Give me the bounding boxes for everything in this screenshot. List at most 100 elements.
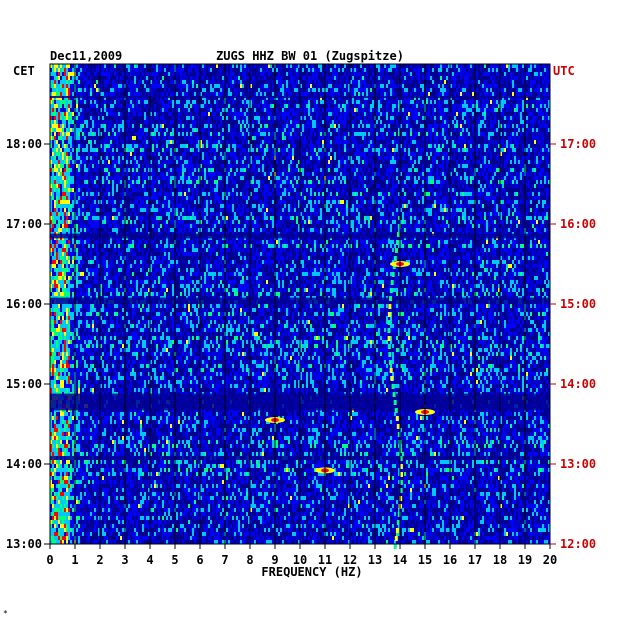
heatmap-cell [338, 108, 340, 112]
heatmap-cell [446, 124, 448, 128]
heatmap-cell [458, 80, 460, 84]
heatmap-cell [302, 140, 304, 144]
heatmap-cell [222, 68, 224, 72]
heatmap-cell [234, 112, 236, 116]
heatmap-cell [292, 148, 294, 152]
heatmap-cell [314, 92, 316, 96]
heatmap-cell [58, 124, 60, 128]
heatmap-cell [354, 92, 356, 96]
heatmap-cell [162, 140, 164, 144]
heatmap-cell [480, 72, 482, 76]
heatmap-cell [236, 160, 238, 164]
heatmap-cell [544, 132, 546, 136]
heatmap-cell [288, 160, 290, 164]
heatmap-cell [284, 72, 286, 76]
heatmap-cell [366, 72, 368, 76]
heatmap-cell [466, 164, 468, 168]
heatmap-cell [86, 88, 88, 92]
heatmap-cell [326, 148, 328, 152]
heatmap-cell [256, 64, 258, 68]
heatmap-cell [338, 128, 340, 132]
heatmap-cell [262, 164, 264, 168]
heatmap-cell [456, 132, 458, 136]
heatmap-cell [482, 84, 484, 88]
heatmap-cell [540, 160, 542, 164]
heatmap-cell [318, 136, 320, 140]
heatmap-cell [514, 84, 516, 88]
heatmap-cell [138, 136, 140, 140]
heatmap-cell [202, 108, 204, 112]
heatmap-cell [502, 88, 504, 92]
heatmap-cell [402, 140, 404, 144]
heatmap-cell [184, 140, 186, 144]
heatmap-cell [516, 152, 518, 156]
heatmap-cell [404, 84, 406, 88]
heatmap-cell [258, 120, 260, 124]
heatmap-cell [204, 88, 206, 92]
heatmap-cell [280, 152, 282, 156]
heatmap-cell [216, 68, 218, 72]
heatmap-cell [352, 160, 354, 164]
heatmap-cell [440, 92, 442, 96]
heatmap-cell [212, 128, 214, 132]
heatmap-cell [310, 92, 312, 96]
heatmap-cell [496, 80, 498, 84]
heatmap-cell [262, 132, 264, 136]
heatmap-cell [320, 160, 322, 164]
heatmap-cell [316, 64, 318, 68]
heatmap-cell [158, 132, 160, 136]
heatmap-cell [58, 100, 60, 104]
heatmap-cell [140, 120, 142, 124]
heatmap-cell [230, 152, 232, 156]
heatmap-cell [246, 144, 248, 148]
heatmap-cell [206, 72, 208, 76]
heatmap-cell [184, 152, 186, 156]
heatmap-cell [238, 92, 240, 96]
heatmap-cell [452, 140, 454, 144]
heatmap-cell [544, 64, 546, 68]
heatmap-cell [436, 148, 438, 152]
heatmap-cell [452, 88, 454, 92]
heatmap-cell [278, 76, 280, 80]
heatmap-cell [366, 88, 368, 92]
heatmap-cell [138, 144, 140, 148]
heatmap-cell [216, 132, 218, 136]
heatmap-cell [434, 68, 436, 72]
heatmap-cell [340, 152, 342, 156]
heatmap-cell [516, 72, 518, 76]
heatmap-cell [420, 112, 422, 116]
heatmap-cell [88, 156, 90, 160]
heatmap-cell [320, 80, 322, 84]
heatmap-cell [484, 64, 486, 68]
heatmap-cell [370, 80, 372, 84]
heatmap-cell [360, 144, 362, 148]
heatmap-cell [258, 124, 260, 128]
heatmap-cell [122, 144, 124, 148]
heatmap-cell [438, 116, 440, 120]
heatmap-cell [228, 164, 230, 168]
heatmap-cell [456, 148, 458, 152]
heatmap-cell [406, 92, 408, 96]
heatmap-cell [414, 112, 416, 116]
heatmap-cell [96, 68, 98, 72]
heatmap-cell [168, 164, 170, 168]
heatmap-cell [336, 128, 338, 132]
heatmap-cell [480, 132, 482, 136]
heatmap-cell [54, 168, 56, 172]
heatmap-cell [136, 116, 138, 120]
heatmap-cell [276, 128, 278, 132]
heatmap-cell [428, 100, 430, 104]
heatmap-cell [320, 164, 322, 168]
heatmap-cell [452, 132, 454, 136]
heatmap-cell [520, 124, 522, 128]
heatmap-cell [284, 124, 286, 128]
heatmap-cell [512, 100, 514, 104]
heatmap-cell [544, 128, 546, 132]
heatmap-cell [220, 128, 222, 132]
heatmap-cell [438, 76, 440, 80]
heatmap-cell [78, 84, 80, 88]
heatmap-cell [418, 84, 420, 88]
heatmap-cell [228, 132, 230, 136]
heatmap-cell [264, 136, 266, 140]
heatmap-cell [266, 116, 268, 120]
